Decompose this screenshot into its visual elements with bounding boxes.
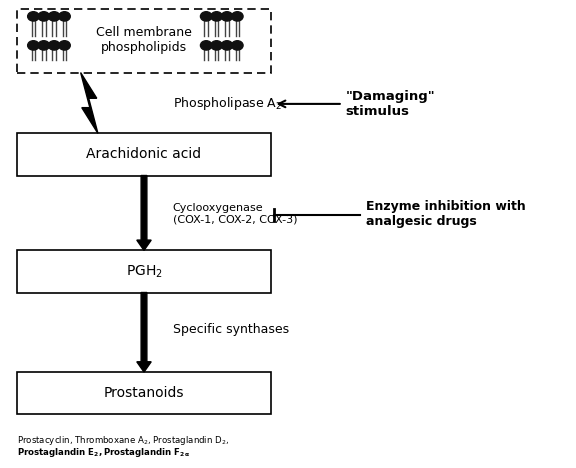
Text: Prostacyclin, Thromboxane A$_2$, Prostaglandin D$_2$,: Prostacyclin, Thromboxane A$_2$, Prostag… — [17, 434, 229, 447]
Circle shape — [48, 41, 60, 50]
Text: Cyclooxygenase
(COX-1, COX-2, COX-3): Cyclooxygenase (COX-1, COX-2, COX-3) — [173, 203, 297, 225]
FancyArrow shape — [137, 292, 151, 372]
Text: $\mathbf{Prostaglandin\ E_2, Prostaglandin\ F_{2\alpha}}$: $\mathbf{Prostaglandin\ E_2, Prostagland… — [17, 446, 190, 459]
Text: Phospholipase A$_2$: Phospholipase A$_2$ — [173, 95, 282, 112]
Polygon shape — [81, 73, 98, 133]
FancyArrow shape — [137, 176, 151, 250]
Text: Enzyme inhibition with
analgesic drugs: Enzyme inhibition with analgesic drugs — [366, 200, 525, 228]
Circle shape — [59, 41, 70, 50]
Circle shape — [38, 41, 50, 50]
Text: Specific synthases: Specific synthases — [173, 323, 289, 336]
Circle shape — [221, 41, 233, 50]
Circle shape — [28, 12, 39, 21]
Circle shape — [211, 41, 222, 50]
Circle shape — [200, 41, 212, 50]
Bar — [17, 133, 271, 176]
Text: Cell membrane
phospholipids: Cell membrane phospholipids — [96, 26, 192, 54]
Text: PGH$_2$: PGH$_2$ — [126, 263, 162, 280]
Circle shape — [38, 12, 50, 21]
Circle shape — [232, 41, 243, 50]
Circle shape — [28, 41, 39, 50]
Circle shape — [221, 12, 233, 21]
Circle shape — [59, 12, 70, 21]
Text: Arachidonic acid: Arachidonic acid — [86, 147, 202, 161]
Text: "Damaging"
stimulus: "Damaging" stimulus — [346, 90, 435, 118]
Circle shape — [211, 12, 222, 21]
Circle shape — [200, 12, 212, 21]
Circle shape — [232, 12, 243, 21]
Bar — [17, 372, 271, 414]
Bar — [17, 250, 271, 292]
Circle shape — [48, 12, 60, 21]
Text: Prostanoids: Prostanoids — [104, 386, 184, 400]
Bar — [17, 9, 271, 73]
